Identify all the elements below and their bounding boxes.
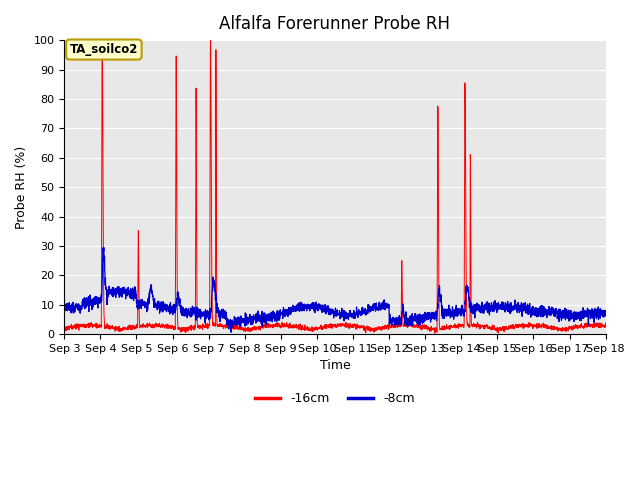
Title: Alfalfa Forerunner Probe RH: Alfalfa Forerunner Probe RH [220,15,451,33]
Legend: -16cm, -8cm: -16cm, -8cm [250,387,420,410]
Text: TA_soilco2: TA_soilco2 [70,43,138,56]
X-axis label: Time: Time [319,360,350,372]
Y-axis label: Probe RH (%): Probe RH (%) [15,145,28,229]
